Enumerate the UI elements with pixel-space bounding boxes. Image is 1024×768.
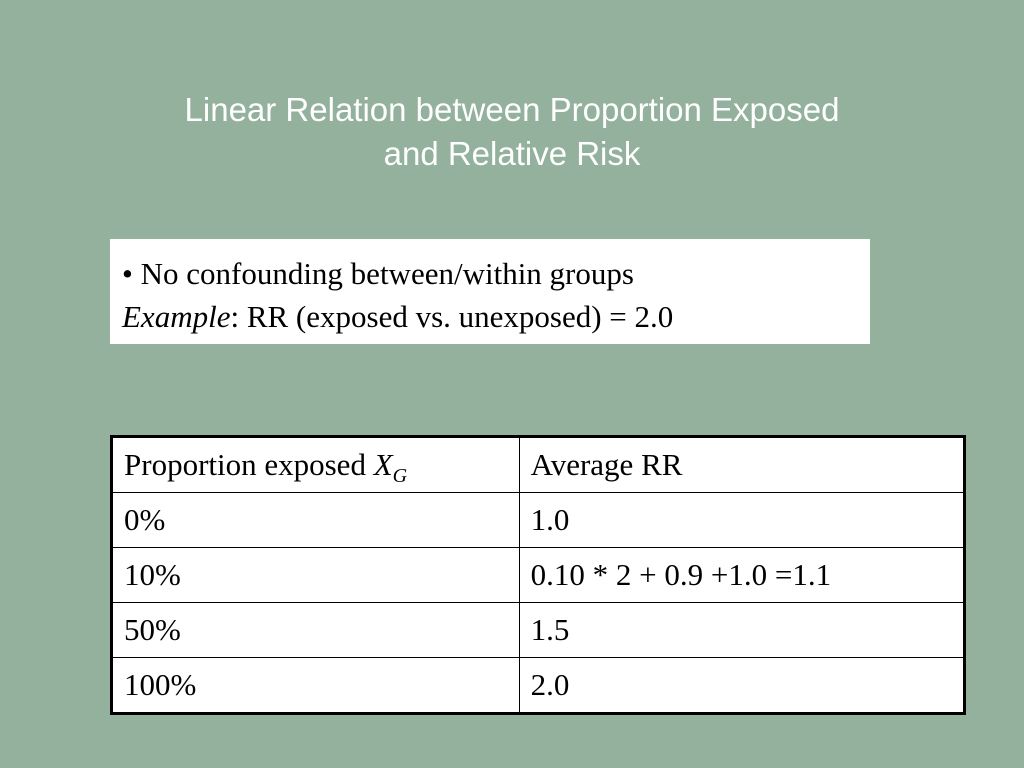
average-rr-cell: 0.10 * 2 + 0.9 +1.0 =1.1 [518,547,966,603]
bullet-text: • No confounding between/within groups [122,256,634,291]
slide-title-line-1: Linear Relation between Proportion Expos… [184,91,840,128]
proportion-cell: 50% [111,602,520,658]
relative-risk-table: Proportion exposed XG Average RR 0% 1.0 … [110,435,966,715]
table-row: 50% 1.5 [111,602,966,658]
example-label: Example [122,299,231,334]
table-header-row: Proportion exposed XG Average RR [111,436,966,493]
average-rr-cell: 1.0 [518,492,966,548]
table-row: 0% 1.0 [111,492,966,548]
example-line: Example: RR (exposed vs. unexposed) = 2.… [122,295,870,338]
header-variable-x: X [373,447,393,482]
note-box: • No confounding between/within groups E… [110,239,870,344]
example-text: : RR (exposed vs. unexposed) = 2.0 [230,299,674,334]
proportion-cell: 0% [111,492,520,548]
proportion-cell: 100% [111,657,520,714]
proportion-cell: 10% [111,547,520,603]
table-row: 100% 2.0 [111,657,966,714]
header-variable-subscript: G [392,465,408,488]
header-average-rr: Average RR [518,436,966,493]
header-proportion-exposed: Proportion exposed XG [111,436,520,493]
slide-title-line-2: and Relative Risk [383,135,641,172]
header-proportion-label: Proportion exposed [124,447,374,482]
average-rr-cell: 2.0 [518,657,966,714]
average-rr-cell: 1.5 [518,602,966,658]
table-row: 10% 0.10 * 2 + 0.9 +1.0 =1.1 [111,547,966,603]
slide-title: Linear Relation between Proportion Expos… [0,88,1024,176]
